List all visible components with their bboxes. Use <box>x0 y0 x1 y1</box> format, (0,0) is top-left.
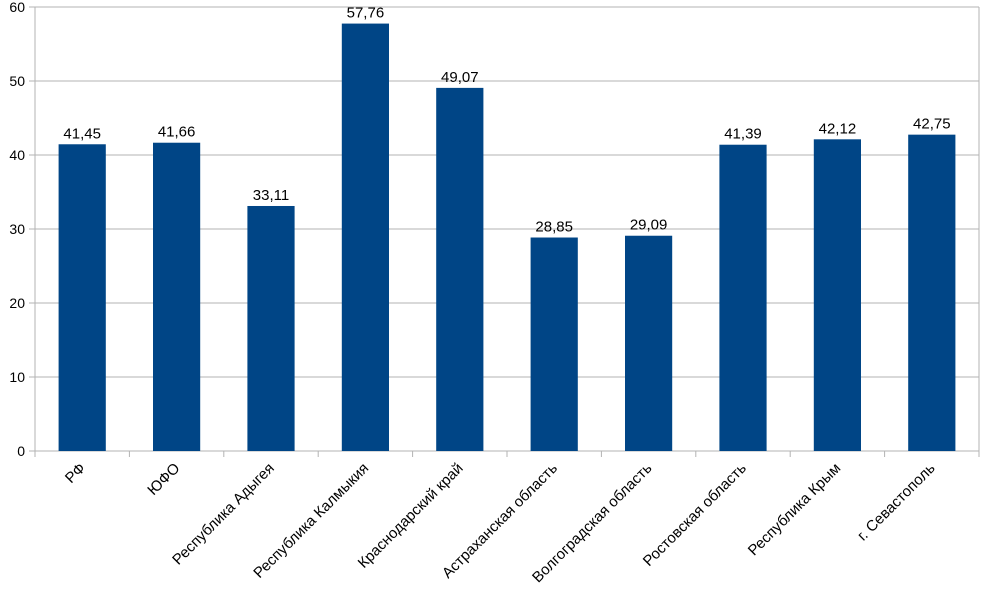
y-tick-label: 50 <box>9 73 25 89</box>
bar <box>625 235 673 451</box>
y-tick-label: 60 <box>9 0 25 15</box>
category-label: г. Севастополь <box>854 460 939 545</box>
y-axis-ticks: 0 10 20 30 40 50 60 <box>9 0 25 459</box>
data-label: 29,09 <box>630 217 668 234</box>
y-tick-label: 0 <box>17 443 25 459</box>
category-label: Республика Адыгея <box>169 460 278 569</box>
bar <box>341 23 389 452</box>
bar <box>908 134 956 451</box>
bar <box>247 205 295 451</box>
y-tick-label: 30 <box>9 221 25 237</box>
bar <box>436 87 484 451</box>
data-label: 57,76 <box>347 5 385 22</box>
data-label: 49,07 <box>441 69 479 86</box>
data-label: 33,11 <box>253 187 289 204</box>
category-label: ЮФО <box>144 460 183 499</box>
data-label: 42,12 <box>819 120 857 137</box>
data-label: 41,66 <box>158 124 196 141</box>
data-labels: 41,45 41,66 33,11 57,76 49,07 28,85 29,09 41,39… <box>63 5 950 236</box>
bar <box>153 142 201 451</box>
category-label: Республика Крым <box>745 460 844 559</box>
category-label: РФ <box>62 460 89 487</box>
category-label: Краснодарский край <box>355 460 467 572</box>
bar <box>530 237 578 451</box>
y-tick-label: 10 <box>9 369 25 385</box>
category-label: Ростовская область <box>640 460 750 570</box>
bar <box>719 144 767 452</box>
bars <box>58 23 956 452</box>
y-tick-label: 20 <box>9 295 25 311</box>
bar <box>58 144 106 451</box>
data-label: 41,39 <box>724 126 762 143</box>
data-label: 42,75 <box>913 116 951 133</box>
bar <box>813 139 861 451</box>
data-label: 28,85 <box>535 219 573 236</box>
y-tick-label: 40 <box>9 147 25 163</box>
data-label: 41,45 <box>63 125 101 142</box>
